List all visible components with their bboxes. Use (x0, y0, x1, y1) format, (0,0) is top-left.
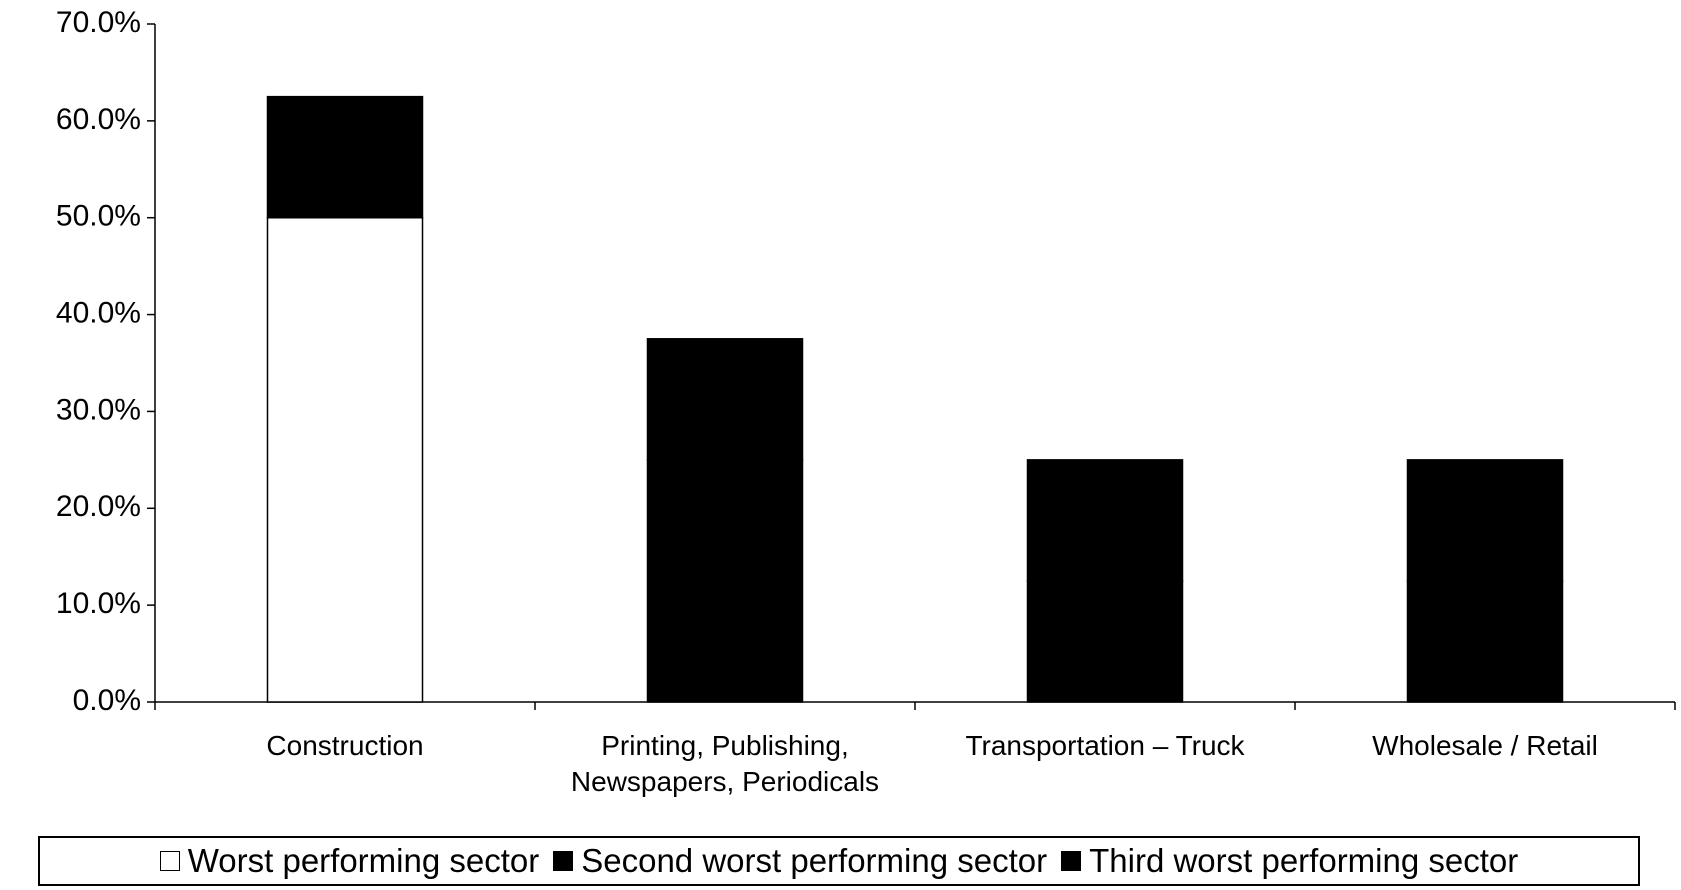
x-tick-label: Wholesale / Retail (1372, 730, 1598, 761)
plot: 0.0% 10.0% 20.0% 30.0% 40.0% 50.0% 60.0% 70.0% (56, 6, 1676, 717)
legend: Worst performing sector Second worst perf… (38, 836, 1640, 886)
legend-label: Worst performing sector (187, 842, 540, 879)
legend-item: Third worst performing sector (1061, 842, 1518, 880)
legend-swatch (553, 851, 574, 871)
x-tick-label: Printing, Publishing, Newspapers, Period… (570, 730, 880, 797)
legend-swatch (1061, 851, 1082, 871)
legend-item: Second worst performing sector (553, 842, 1047, 880)
bar-segment (266, 95, 424, 219)
bar-segment (646, 459, 804, 703)
y-tick-label: 50.0% (56, 200, 141, 233)
y-tick-label: 70.0% (56, 6, 141, 39)
bar-segment (1406, 459, 1564, 582)
legend-label: Third worst performing sector (1089, 842, 1519, 879)
legend-swatch (159, 851, 180, 871)
bar-segment (1406, 580, 1564, 703)
y-tick-label: 40.0% (56, 296, 141, 329)
x-tick-label: Construction (266, 730, 424, 761)
x-tick-label: Transportation – Truck (965, 730, 1245, 761)
y-tick-label: 60.0% (56, 103, 141, 136)
legend-label: Second worst performing sector (581, 842, 1048, 879)
bar-segment (266, 216, 424, 703)
y-tick-label: 30.0% (56, 393, 141, 426)
bar-segment (1026, 459, 1184, 582)
y-tick-label: 0.0% (73, 684, 141, 717)
bar-segment (1026, 580, 1184, 703)
legend-item: Worst performing sector (159, 842, 540, 880)
y-tick-label: 10.0% (56, 587, 141, 620)
bar-segment (646, 338, 804, 461)
y-tick-label: 20.0% (56, 490, 141, 523)
